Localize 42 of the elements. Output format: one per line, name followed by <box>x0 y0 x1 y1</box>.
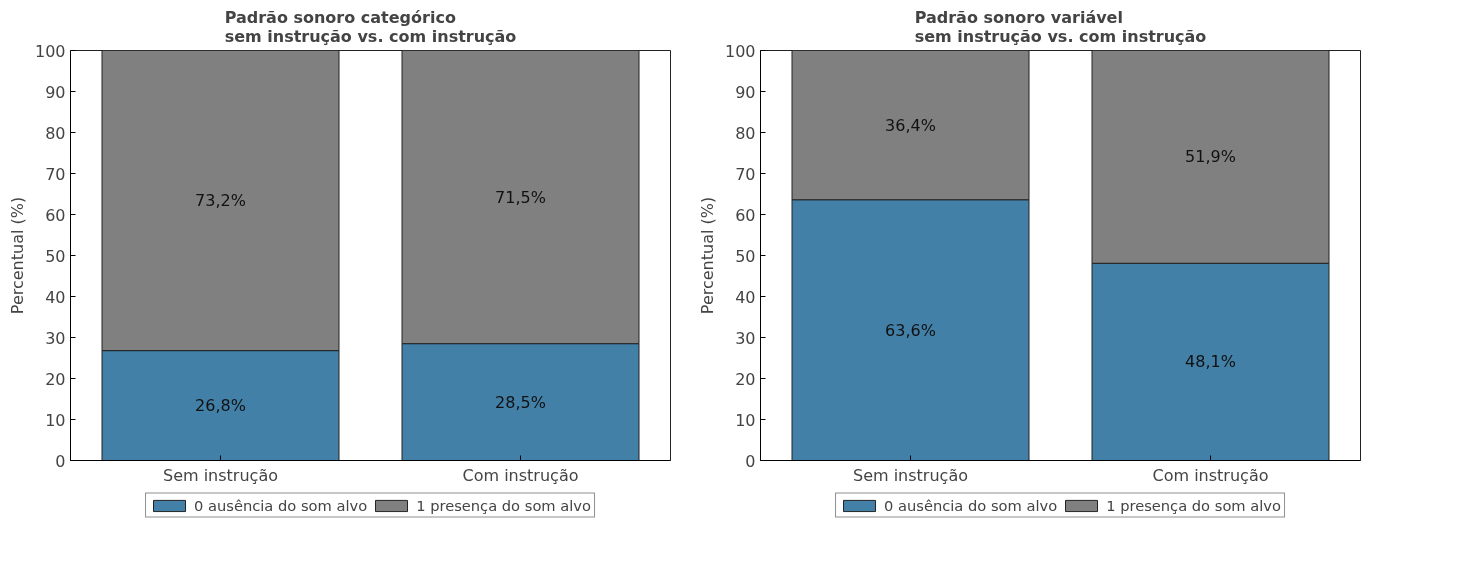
x-tick-label: Com instrução <box>1152 465 1269 485</box>
legend-label: 1 presença do som alvo <box>1106 496 1281 514</box>
x-tick-label: Sem instrução <box>163 465 278 485</box>
data-label: 36,4% <box>885 115 936 135</box>
y-tick-label: 40 <box>45 287 66 307</box>
y-axis-title: Percentual (%) <box>697 196 717 315</box>
y-tick-label: 50 <box>45 246 66 266</box>
y-tick-label: 60 <box>45 205 66 225</box>
y-tick-label: 60 <box>735 205 756 225</box>
legend-label: 0 ausência do som alvo <box>884 496 1058 514</box>
y-tick-label: 50 <box>735 246 756 266</box>
y-tick-label: 0 <box>745 451 756 471</box>
y-tick-label: 90 <box>45 82 66 102</box>
y-tick-label: 70 <box>735 164 756 184</box>
y-tick-label: 100 <box>724 41 756 61</box>
data-label: 63,6% <box>885 320 936 340</box>
y-tick-label: 80 <box>45 123 66 143</box>
y-tick-label: 100 <box>34 41 66 61</box>
y-tick-label: 80 <box>735 123 756 143</box>
data-label: 73,2% <box>195 191 246 211</box>
data-label: 71,5% <box>495 187 546 207</box>
x-tick-label: Sem instrução <box>853 465 968 485</box>
y-tick-label: 20 <box>45 369 66 389</box>
y-tick-label: 90 <box>735 82 756 102</box>
legend-label: 0 ausência do som alvo <box>194 496 368 514</box>
y-tick-label: 10 <box>735 410 756 430</box>
y-tick-label: 30 <box>735 328 756 348</box>
y-axis-title: Percentual (%) <box>7 196 27 315</box>
data-label: 26,8% <box>195 396 246 416</box>
data-label: 48,1% <box>1185 352 1236 372</box>
legend-label: 1 presença do som alvo <box>416 496 591 514</box>
chart-title: Padrão sonoro variável sem instrução vs. com instrução <box>914 7 1207 46</box>
y-tick-label: 10 <box>45 410 66 430</box>
y-tick-label: 30 <box>45 328 66 348</box>
chart-title: Padrão sonoro categórico sem instrução vs. com instrução <box>224 7 517 46</box>
data-label: 28,5% <box>495 392 546 412</box>
x-tick-label: Com instrução <box>462 465 579 485</box>
y-tick-label: 20 <box>735 369 756 389</box>
y-tick-label: 40 <box>735 287 756 307</box>
data-label: 51,9% <box>1185 147 1236 167</box>
y-tick-label: 0 <box>55 451 66 471</box>
y-tick-label: 70 <box>45 164 66 184</box>
